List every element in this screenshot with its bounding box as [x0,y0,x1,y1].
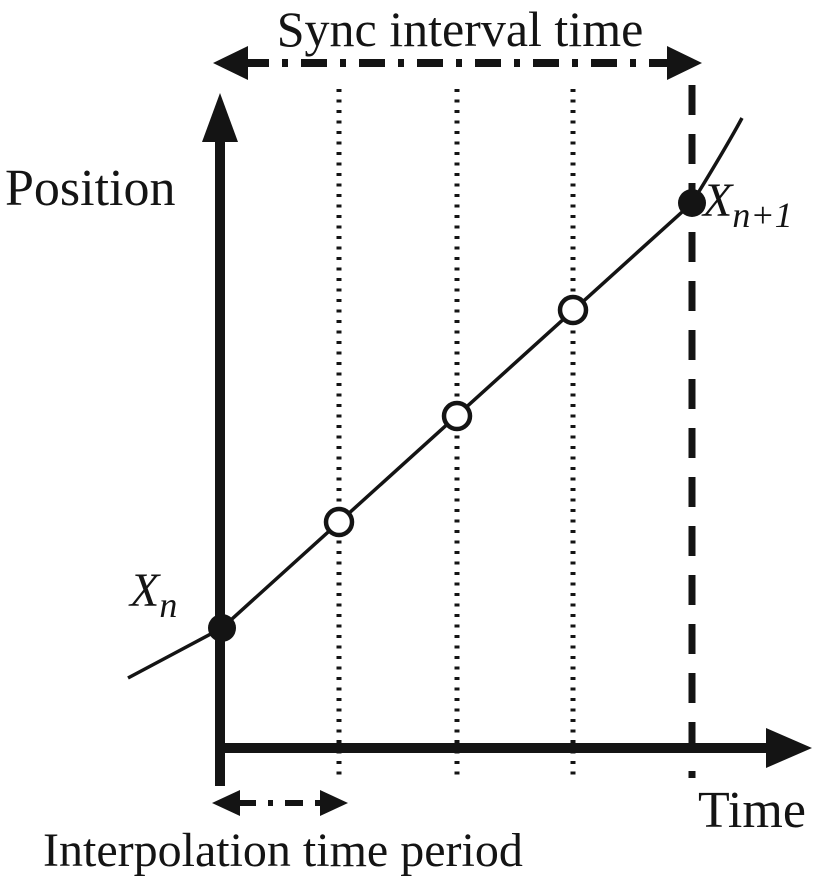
interpolated-point-3 [557,294,589,326]
arrow-left-head-icon [213,46,248,80]
arrow-right-head-icon [667,46,702,80]
label-xn: Xn [128,564,177,625]
interpolated-points [323,294,589,538]
label-xn1: Xn+1 [701,174,793,235]
interpolated-point-1 [323,506,355,538]
interpolated-point-2 [441,400,473,432]
x-axis-label: Time [698,782,806,839]
label-xn1-base: X [701,174,734,227]
sync-interval-title: Sync interval time [277,1,644,57]
interpolation-period-arrow [212,790,348,816]
y-axis-label: Position [5,160,176,217]
interpolation-period-caption: Interpolation time period [43,824,523,877]
sync-point-end-dot [678,189,706,217]
x-axis [215,728,812,768]
small-arrow-right-head-icon [320,790,348,816]
sync-interval-arrow [213,46,702,80]
label-xn-base: X [128,564,161,617]
small-arrow-left-head-icon [212,790,240,816]
sync-point-start-dot [208,614,236,642]
y-axis-arrowhead-icon [202,93,238,142]
y-axis [202,93,238,786]
x-axis-arrowhead-icon [766,728,812,768]
label-xn-subscript: n [159,585,177,625]
interpolation-divider-lines [336,89,576,778]
label-xn1-subscript: n+1 [732,195,792,235]
